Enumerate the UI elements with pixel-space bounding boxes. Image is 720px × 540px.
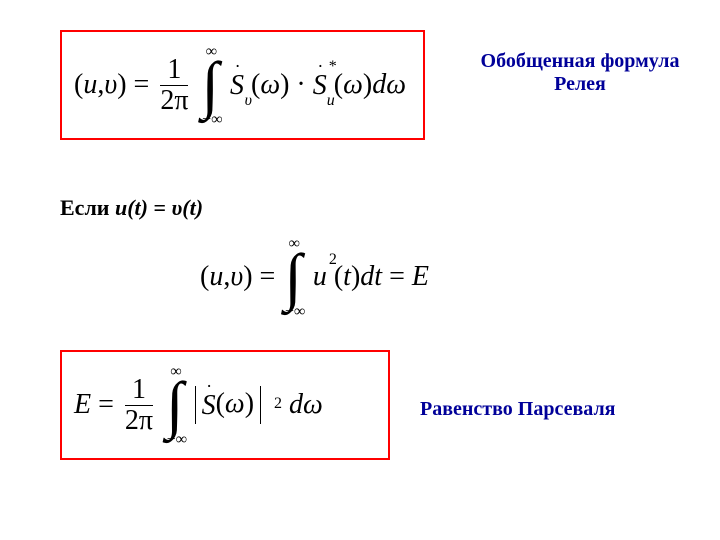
f2-d: d: [360, 261, 374, 292]
f2-sq: 2: [329, 251, 337, 269]
equals: =: [134, 69, 157, 100]
f3-omega-2: ω: [303, 389, 323, 420]
f2-eq2: =: [389, 261, 412, 292]
f2-t2: t: [374, 261, 382, 292]
rparen: ): [117, 69, 126, 100]
sub-u: u: [327, 92, 335, 110]
fraction-1-over-2pi: 1 2π: [160, 55, 188, 115]
f2-u-squared: u 2: [313, 261, 327, 293]
S-dot-u-star: · S * u: [313, 68, 327, 102]
sup-star: *: [329, 58, 337, 76]
formula-box-rayleigh: (u,υ) = 1 2π ∞ ∫ −∞ · S υ (ω) · · S * u: [60, 30, 425, 140]
label-rayleigh-line1: Обобщенная формула: [460, 50, 700, 73]
cdot: ·: [296, 69, 305, 100]
sym-omega-3: ω: [386, 69, 406, 100]
f2-integral: ∞ ∫ −∞: [284, 245, 302, 309]
label-parseval: Равенство Парсеваля: [420, 398, 680, 421]
formula-parseval: E = 1 2π ∞ ∫ −∞ · S (ω) 2 dω: [74, 373, 323, 437]
f3-int-top: ∞: [170, 363, 181, 381]
f2-int-bot: −∞: [285, 303, 305, 321]
cond-lhs: u(t): [115, 195, 148, 220]
sym-v: υ: [104, 69, 117, 100]
f2-t: t: [343, 261, 351, 292]
f3-integral: ∞ ∫ −∞: [166, 373, 184, 437]
f2-eq1: =: [260, 261, 283, 292]
f3-den: 2π: [125, 405, 153, 435]
dot-over-S2: ·: [317, 56, 323, 77]
sym-u: u: [83, 69, 97, 100]
f3-omega-1: ω: [225, 388, 245, 419]
condition-line: Если u(t) = υ(t): [60, 195, 203, 221]
int-upper: ∞: [206, 43, 217, 61]
formula-box-parseval: E = 1 2π ∞ ∫ −∞ · S (ω) 2 dω: [60, 350, 390, 460]
f3-abs: · S (ω): [195, 386, 261, 424]
cond-prefix: Если: [60, 195, 115, 220]
f2-u: u: [209, 261, 223, 292]
label-rayleigh-line2: Релея: [460, 73, 700, 96]
f2-rparen: ): [243, 261, 252, 292]
f2-int-top: ∞: [289, 235, 300, 253]
sym-omega-2: ω: [343, 69, 363, 100]
f3-sq: 2: [274, 395, 282, 413]
sym-omega-1: ω: [260, 69, 280, 100]
sym-d: d: [372, 69, 386, 100]
f2-lparen: (: [200, 261, 209, 292]
f3-int-bot: −∞: [167, 431, 187, 449]
f3-dot: ·: [206, 376, 212, 397]
sub-v: υ: [245, 92, 252, 110]
f2-E: E: [412, 261, 429, 292]
lparen: (: [74, 69, 83, 100]
f3-d: d: [289, 389, 303, 420]
f3-num: 1: [125, 375, 153, 404]
label-parseval-text: Равенство Парсеваля: [420, 398, 615, 420]
f2-usym: u: [313, 261, 327, 292]
dot-over-S: ·: [235, 56, 241, 77]
integral: ∞ ∫ −∞: [201, 53, 219, 117]
formula-energy-time: (u,υ) = ∞ ∫ −∞ u 2 (t)dt = E: [200, 245, 429, 309]
S-dot-v: · S υ: [230, 68, 244, 102]
int-lower: −∞: [202, 111, 222, 129]
cond-eq: =: [148, 195, 172, 220]
cond-rhs: υ(t): [172, 195, 204, 220]
label-rayleigh: Обобщенная формула Релея: [460, 50, 700, 96]
frac-num: 1: [160, 55, 188, 84]
f3-eq: =: [98, 389, 121, 420]
f3-frac: 1 2π: [125, 375, 153, 435]
formula-rayleigh: (u,υ) = 1 2π ∞ ∫ −∞ · S υ (ω) · · S * u: [74, 53, 406, 117]
f3-E: E: [74, 389, 91, 420]
frac-den: 2π: [160, 85, 188, 115]
f2-v: υ: [230, 261, 243, 292]
